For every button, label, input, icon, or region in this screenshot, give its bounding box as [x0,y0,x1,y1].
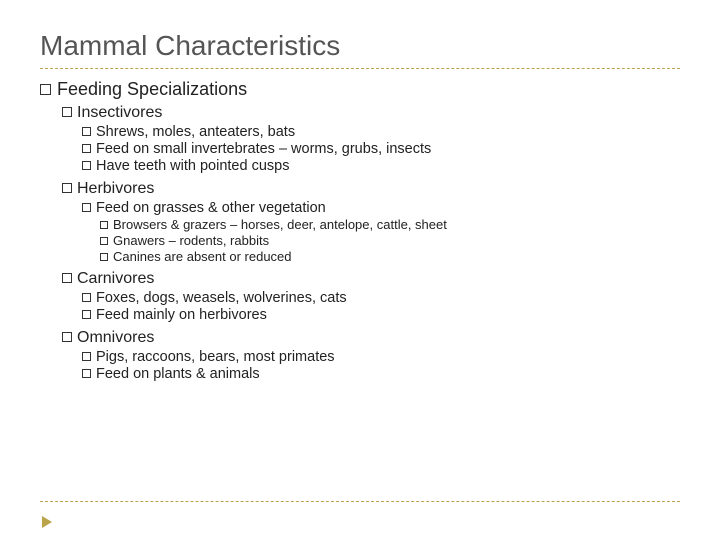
section-herbivores: Herbivores Feed on grasses & other veget… [40,180,680,264]
lvl3-item: Feed on grasses & other vegetation [82,200,680,216]
lvl2-item: Carnivores [62,270,680,288]
lvl2-label: Omnivores [77,329,154,347]
divider-bottom [40,501,680,502]
section-omnivores: Omnivores Pigs, raccoons, bears, most pr… [40,329,680,382]
bullet-square-icon [82,293,91,302]
bullet-square-icon [62,332,72,342]
slide-container: Mammal Characteristics Feeding Specializ… [0,0,720,540]
lvl1-feeding: Feeding Specializations [40,79,680,100]
lvl4-item: Browsers & grazers – horses, deer, antel… [100,217,680,232]
bullet-square-icon [40,84,51,95]
bullet-square-icon [82,144,91,153]
lvl3-item: Have teeth with pointed cusps [82,158,680,174]
lvl2-label: Herbivores [77,180,154,198]
lvl2-item: Herbivores [62,180,680,198]
lvl2-label: Carnivores [77,270,154,288]
lvl3-text: Feed on plants & animals [96,366,260,382]
lvl4-text: Gnawers – rodents, rabbits [113,233,269,248]
divider-top [40,68,680,69]
bullet-square-icon [82,352,91,361]
lvl1-label: Feeding Specializations [57,79,247,100]
bullet-square-icon [100,253,108,261]
lvl3-item: Feed on small invertebrates – worms, gru… [82,141,680,157]
bullet-square-icon [100,221,108,229]
lvl4-item: Gnawers – rodents, rabbits [100,233,680,248]
section-insectivores: Insectivores Shrews, moles, anteaters, b… [40,104,680,174]
arrow-icon [42,516,52,528]
bullet-square-icon [100,237,108,245]
lvl3-item: Shrews, moles, anteaters, bats [82,124,680,140]
bullet-square-icon [82,369,91,378]
lvl3-text: Feed mainly on herbivores [96,307,267,323]
bullet-square-icon [82,310,91,319]
bullet-square-icon [62,273,72,283]
section-carnivores: Carnivores Foxes, dogs, weasels, wolveri… [40,270,680,323]
lvl3-text: Foxes, dogs, weasels, wolverines, cats [96,290,347,306]
lvl3-item: Feed on plants & animals [82,366,680,382]
lvl3-item: Pigs, raccoons, bears, most primates [82,349,680,365]
bullet-square-icon [62,107,72,117]
lvl4-item: Canines are absent or reduced [100,249,680,264]
lvl3-text: Feed on small invertebrates – worms, gru… [96,141,431,157]
lvl2-label: Insectivores [77,104,162,122]
bullet-square-icon [82,127,91,136]
lvl3-item: Feed mainly on herbivores [82,307,680,323]
bullet-square-icon [82,161,91,170]
bullet-square-icon [62,183,72,193]
lvl3-item: Foxes, dogs, weasels, wolverines, cats [82,290,680,306]
bullet-square-icon [82,203,91,212]
lvl3-text: Have teeth with pointed cusps [96,158,289,174]
lvl2-item: Omnivores [62,329,680,347]
lvl2-item: Insectivores [62,104,680,122]
lvl3-text: Shrews, moles, anteaters, bats [96,124,295,140]
lvl3-text: Pigs, raccoons, bears, most primates [96,349,335,365]
slide-title: Mammal Characteristics [40,30,680,62]
lvl4-text: Canines are absent or reduced [113,249,292,264]
lvl3-text: Feed on grasses & other vegetation [96,200,326,216]
lvl4-text: Browsers & grazers – horses, deer, antel… [113,217,447,232]
